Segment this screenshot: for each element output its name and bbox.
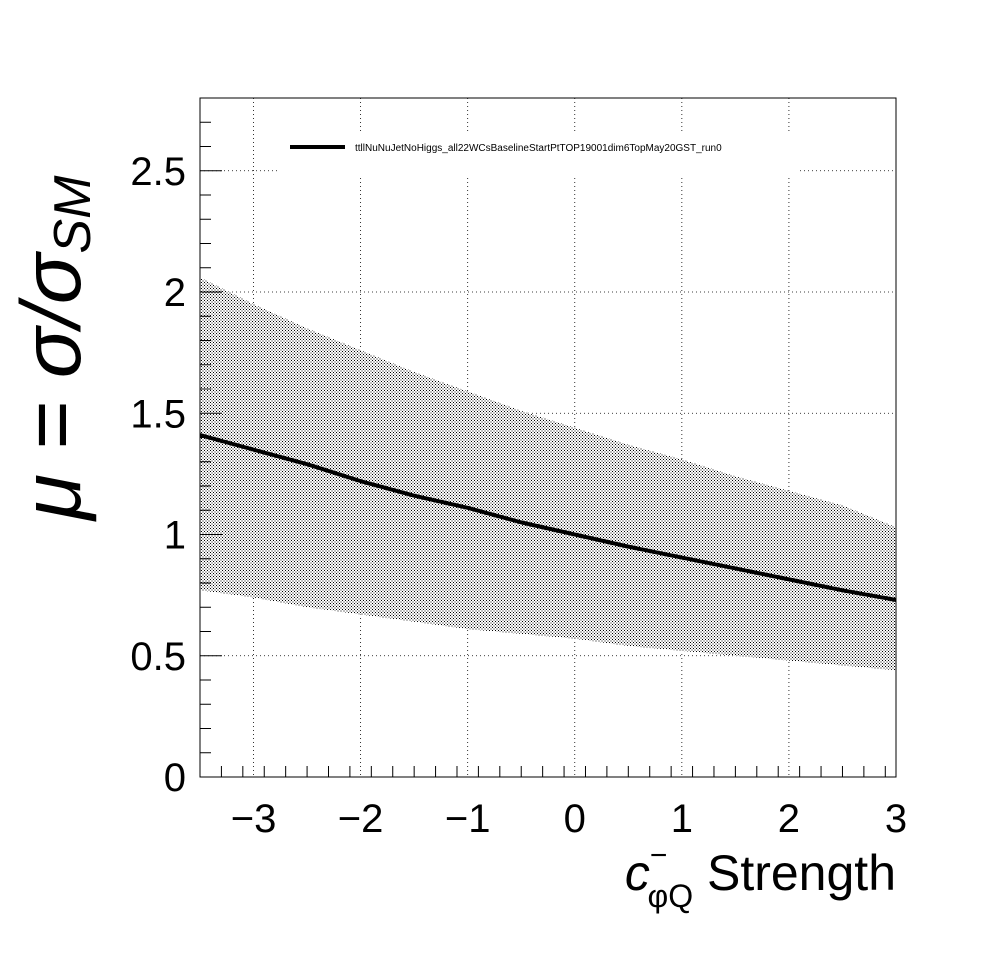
x-axis-title-rest: Strength: [693, 845, 896, 901]
x-tick-label: 3: [885, 797, 907, 841]
legend: ttllNuNuJetNoHiggs_all22WCsBaselineStart…: [278, 132, 798, 176]
x-axis-title: c− φQ Strength: [625, 839, 896, 914]
axis-ticks: [199, 97, 886, 778]
y-axis-title-subscript: SM: [44, 175, 102, 254]
y-tick-label: 1: [164, 514, 186, 558]
x-tick-labels: −3 −2 −1 0 1 2 3: [231, 797, 907, 841]
x-axis-title-superscript: −: [650, 839, 668, 872]
y-tick-label: 2: [164, 271, 186, 315]
legend-box: [278, 132, 798, 176]
x-axis-title-subscript: φQ: [647, 878, 693, 914]
y-tick-labels: 0 0.5 1 1.5 2 2.5: [130, 150, 186, 800]
y-axis-title: μ = σ/σSM: [4, 175, 102, 522]
x-tick-label: −3: [231, 797, 277, 841]
y-axis-title-base: μ = σ/σ: [4, 250, 98, 522]
series-line: [200, 433, 896, 602]
legend-label: ttllNuNuJetNoHiggs_all22WCsBaselineStart…: [355, 143, 722, 154]
uncertainty-band-layer: [200, 277, 896, 671]
x-tick-label: 2: [778, 797, 800, 841]
x-tick-label: 1: [671, 797, 693, 841]
x-axis-title-base: c: [625, 845, 650, 901]
x-tick-label: 0: [564, 797, 586, 841]
y-tick-label: 0: [164, 756, 186, 800]
x-tick-label: −1: [445, 797, 491, 841]
y-tick-label: 1.5: [130, 392, 186, 436]
x-tick-label: −2: [338, 797, 384, 841]
y-tick-label: 0.5: [130, 635, 186, 679]
uncertainty-band: [200, 277, 896, 671]
y-tick-label: 2.5: [130, 150, 186, 194]
series-line-layer: [200, 433, 896, 602]
